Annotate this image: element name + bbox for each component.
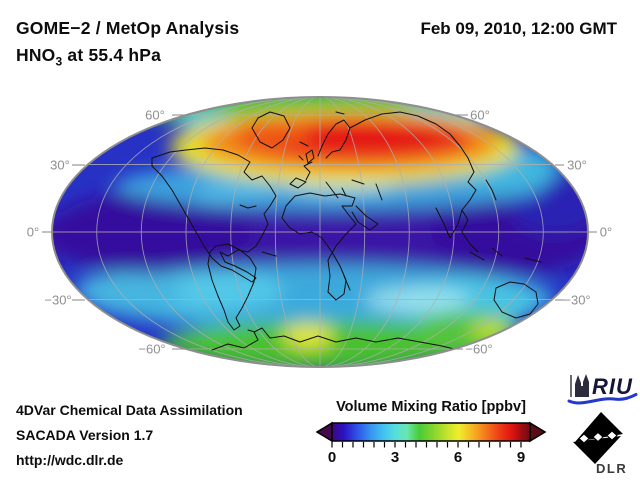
- footer-line1: 4DVar Chemical Data Assimilation: [16, 402, 243, 418]
- lat-label-right-m30: −30°: [563, 292, 591, 308]
- lat-label-right-30: 30°: [567, 157, 587, 173]
- dlr-logo: [573, 412, 623, 464]
- page-subtitle: HNO3 at 55.4 hPa: [16, 45, 161, 69]
- riu-logo-text: RIU: [592, 374, 633, 399]
- colorbar-tick-marks: [331, 442, 522, 448]
- colorbar-title: Volume Mixing Ratio [ppbv]: [336, 399, 526, 415]
- colorbar-tick-3: 3: [390, 449, 400, 466]
- lat-label-left-30: 30°: [50, 157, 70, 173]
- colorbar-tick-0: 0: [327, 449, 337, 466]
- colorbar-tick-9: 9: [516, 449, 526, 466]
- riu-wave-icon: [567, 393, 638, 405]
- subtitle-species: HNO: [16, 45, 56, 65]
- lat-label-right-m60: −60°: [465, 341, 493, 357]
- colorbar-right-arrow: [529, 421, 547, 443]
- lat-label-left-m30: −30°: [44, 292, 72, 308]
- dlr-emblem-icon: [573, 412, 623, 464]
- lat-label-left-60: 60°: [145, 107, 165, 123]
- colorbar-left-arrow: [315, 421, 333, 443]
- colorbar-gradient: [331, 422, 531, 442]
- map-outline: [51, 96, 589, 368]
- page-title: GOME−2 / MetOp Analysis: [16, 18, 239, 39]
- footer-line2: SACADA Version 1.7: [16, 427, 154, 443]
- colorbar-tick-6: 6: [453, 449, 463, 466]
- lat-label-left-0: 0°: [26, 224, 40, 240]
- riu-logo: [567, 374, 638, 405]
- subtitle-subscript: 3: [55, 54, 63, 69]
- timestamp: Feb 09, 2010, 12:00 GMT: [420, 19, 617, 38]
- subtitle-level: at 55.4 hPa: [62, 45, 162, 65]
- riu-cathedral-icon: [575, 374, 589, 397]
- data-field: [52, 97, 588, 367]
- footer-url: http://wdc.dlr.de: [16, 452, 124, 468]
- dlr-logo-text: DLR: [596, 461, 628, 476]
- lat-label-left-m60: −60°: [138, 341, 166, 357]
- title-line1: GOME−2 / MetOp Analysis: [16, 18, 240, 38]
- lat-label-right-0: 0°: [599, 224, 613, 240]
- lat-label-right-60: 60°: [470, 107, 490, 123]
- coastlines: [151, 111, 557, 351]
